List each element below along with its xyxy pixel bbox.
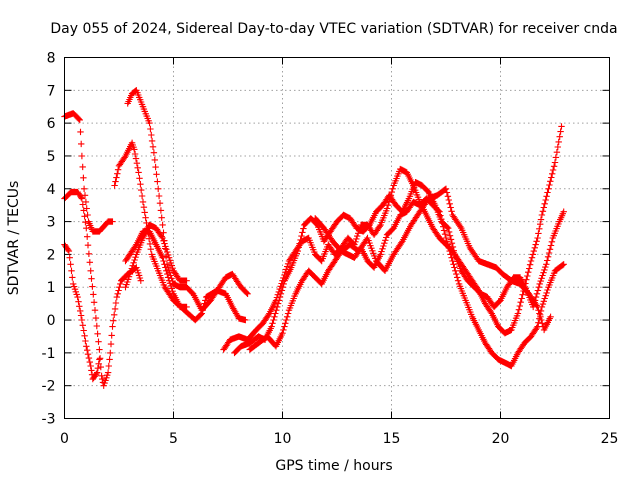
y-tick-label: 3 — [47, 215, 56, 231]
data-points — [61, 110, 116, 235]
x-tick-label: 0 — [60, 431, 69, 447]
data-points — [220, 123, 565, 353]
y-tick-label: 1 — [47, 280, 56, 296]
y-axis-label: SDTVAR / TECUs — [6, 181, 22, 296]
data-points — [124, 87, 251, 314]
x-tick-label: 15 — [383, 431, 401, 447]
y-tick-labels: -3 -2 -1 0 1 2 3 4 5 6 7 8 — [42, 51, 56, 428]
series-arc-7 — [122, 228, 190, 311]
y-tick-label: -2 — [42, 379, 56, 395]
data-points — [312, 185, 554, 334]
y-tick-label: -3 — [42, 412, 56, 428]
y-tick-label: 5 — [47, 149, 56, 165]
data-points — [122, 221, 190, 291]
data-points — [122, 228, 190, 311]
data-points — [111, 139, 249, 324]
x-axis-label: GPS time / hours — [275, 458, 392, 474]
y-tick-label: 6 — [47, 116, 56, 132]
y-tick-label: 8 — [47, 51, 56, 67]
series-arc-3 — [61, 241, 103, 383]
x-tick-label: 25 — [601, 431, 619, 447]
series-arc-11 — [312, 185, 554, 334]
chart-title: Day 055 of 2024, Sidereal Day-to-day VTE… — [50, 21, 617, 37]
x-tick-label: 20 — [492, 431, 510, 447]
y-tick-label: 2 — [47, 247, 56, 263]
series-arc-5 — [124, 87, 251, 314]
series-arc-6 — [122, 221, 190, 291]
x-tick-label: 10 — [274, 431, 292, 447]
x-tick-labels: 0 5 10 15 20 25 — [60, 431, 618, 447]
series-arc-1 — [61, 110, 116, 235]
x-tick-label: 5 — [169, 431, 178, 447]
y-tick-label: -1 — [42, 346, 56, 362]
data-series — [61, 87, 567, 389]
plot-frame — [64, 57, 610, 419]
data-points — [61, 241, 103, 383]
y-tick-label: 0 — [47, 313, 56, 329]
series-arc-4 — [111, 139, 249, 324]
y-tick-label: 7 — [47, 83, 56, 99]
y-tick-label: 4 — [47, 182, 56, 198]
series-arc-8 — [220, 123, 565, 353]
